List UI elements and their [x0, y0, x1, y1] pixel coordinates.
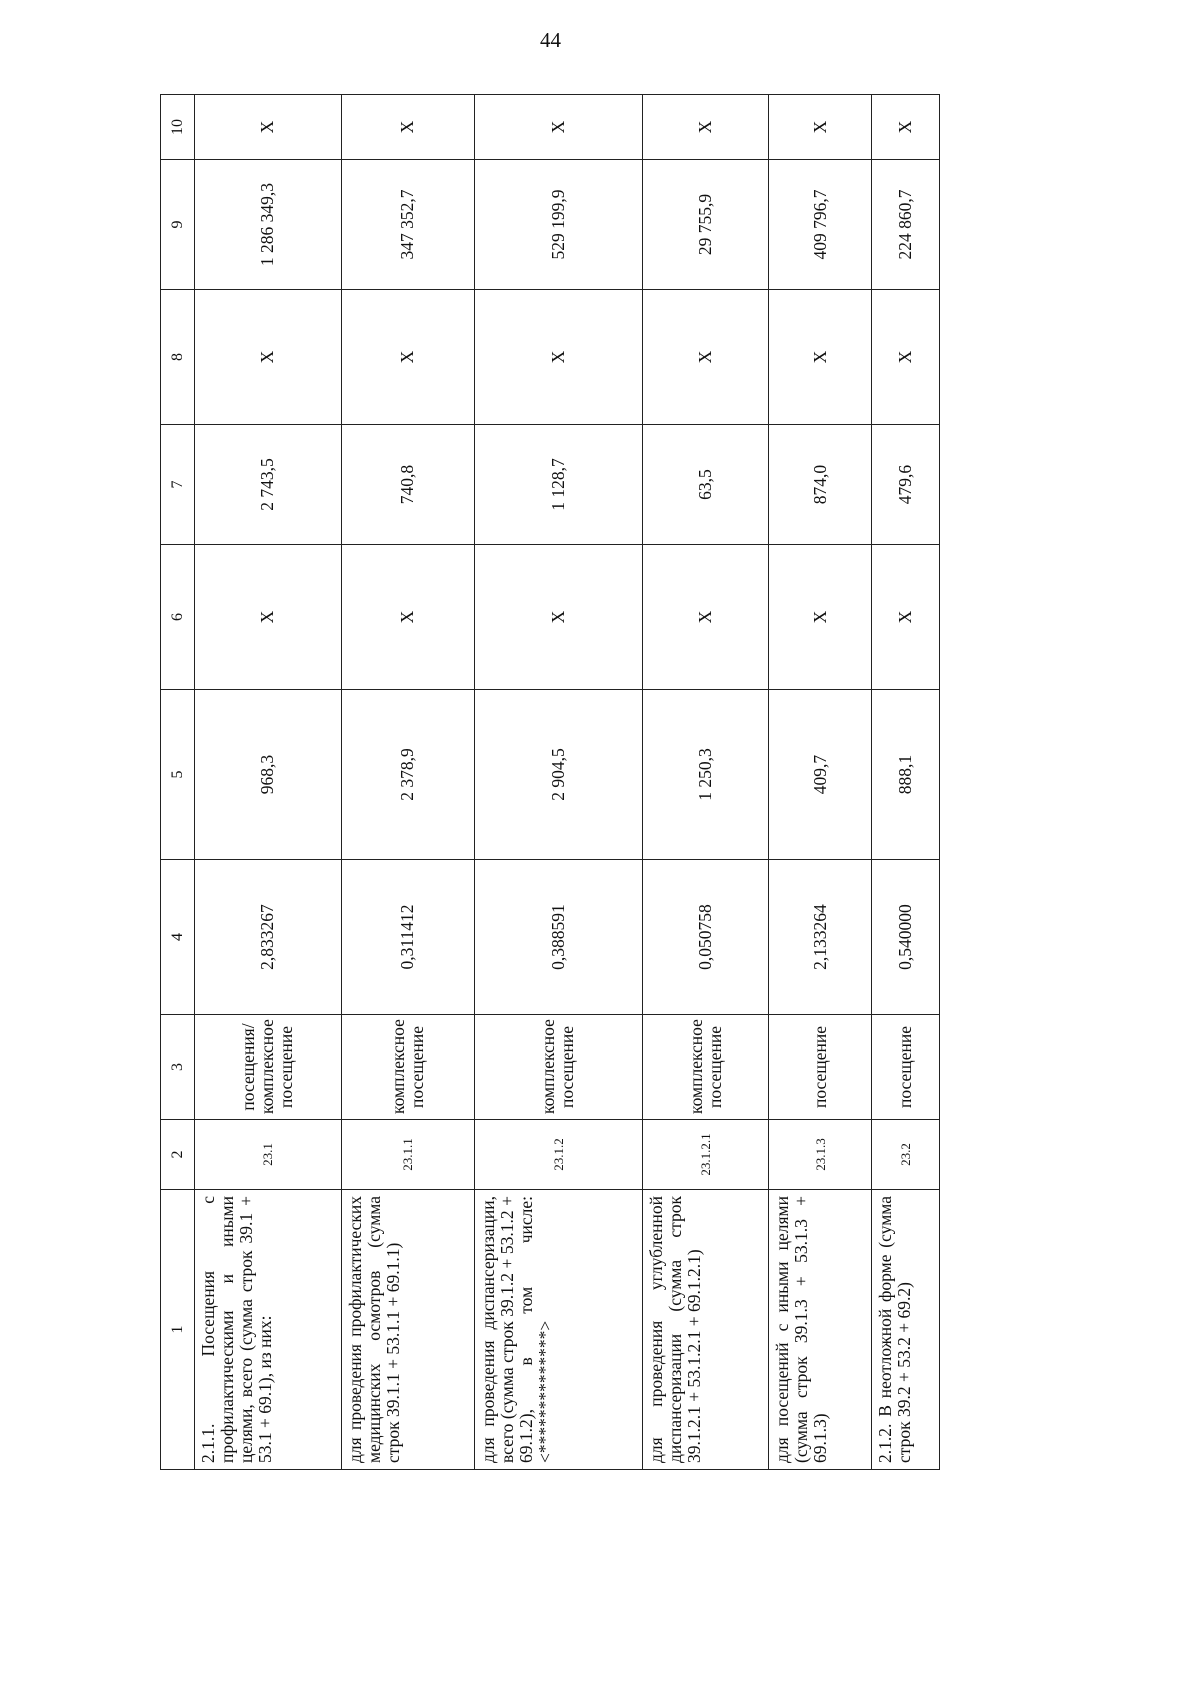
table-cell: 1 286 349,3 [194, 159, 342, 290]
table-row: для проведения профилактических медицинс… [341, 94, 475, 1470]
table-row: 2.1.2. В неотложной форме (сумма строк 3… [871, 94, 940, 1470]
table-cell: 23.1.2 [474, 1119, 643, 1190]
table-cell: 63,5 [642, 424, 769, 545]
table-cell: для посещений с иными целями (сумма стро… [768, 1189, 872, 1470]
table-cell: X [474, 94, 643, 160]
table-cell: 2,133264 [768, 859, 872, 1015]
table-cell: 479,6 [871, 424, 940, 545]
table-cell: 23.1.1 [341, 1119, 475, 1190]
table-cell: 0,050758 [642, 859, 769, 1015]
table-row: для посещений с иными целями (сумма стро… [768, 94, 872, 1470]
table-cell: 409,7 [768, 689, 872, 860]
table-cell: посещения/ комплексное посещение [194, 1014, 342, 1120]
table-cell: 0,388591 [474, 859, 643, 1015]
table-cell: X [194, 94, 342, 160]
data-table: 1 2 3 4 5 6 7 8 9 10 2.1.1. Посещения с профилакти… [160, 94, 940, 1470]
table-cell: 23.1 [194, 1119, 342, 1190]
column-number: 6 [160, 544, 195, 690]
column-number: 4 [160, 859, 195, 1015]
table-cell: X [474, 289, 643, 425]
table-cell: X [768, 289, 872, 425]
table-row: 2.1.1. Посещения с профилактическими и и… [194, 94, 342, 1470]
table-cell: X [642, 544, 769, 690]
table-row: для проведения диспансеризации, всего (с… [474, 94, 643, 1470]
table-cell: X [194, 544, 342, 690]
table-cell: X [474, 544, 643, 690]
table-cell: X [871, 544, 940, 690]
table-cell: 2.1.2. В неотложной форме (сумма строк 3… [871, 1189, 940, 1470]
table-cell: 529 199,9 [474, 159, 643, 290]
column-number: 8 [160, 289, 195, 425]
page-number: 44 [540, 28, 561, 52]
table-cell: 1 128,7 [474, 424, 643, 545]
table-cell: 23.1.2.1 [642, 1119, 769, 1190]
table-cell: 740,8 [341, 424, 475, 545]
table-cell: 0,311412 [341, 859, 475, 1015]
table-cell: 2 904,5 [474, 689, 643, 860]
table-cell: 2 743,5 [194, 424, 342, 545]
table-cell: 347 352,7 [341, 159, 475, 290]
table-cell: 224 860,7 [871, 159, 940, 290]
table-cell: 874,0 [768, 424, 872, 545]
column-number: 3 [160, 1014, 195, 1120]
table-cell: для проведения углубленной диспансеризац… [642, 1189, 769, 1470]
table-cell: 2 378,9 [341, 689, 475, 860]
table-cell: 1 250,3 [642, 689, 769, 860]
table-cell: комплексное посещение [642, 1014, 769, 1120]
table-cell: 0,540000 [871, 859, 940, 1015]
table-cell: 888,1 [871, 689, 940, 860]
table-cell: 968,3 [194, 689, 342, 860]
column-number: 10 [160, 94, 195, 160]
table-cell: посещение [768, 1014, 872, 1120]
table-cell: X [642, 94, 769, 160]
table-cell: X [341, 289, 475, 425]
table-row: для проведения углубленной диспансеризац… [642, 94, 769, 1470]
table-cell: X [871, 289, 940, 425]
table-cell: 409 796,7 [768, 159, 872, 290]
column-number: 1 [160, 1189, 195, 1470]
header-row: 1 2 3 4 5 6 7 8 9 10 [160, 94, 195, 1470]
table-cell: 23.1.3 [768, 1119, 872, 1190]
table-cell: для проведения диспансеризации, всего (с… [474, 1189, 643, 1470]
column-number: 9 [160, 159, 195, 290]
table-cell: X [768, 94, 872, 160]
table-cell: X [642, 289, 769, 425]
table-cell: посещение [871, 1014, 940, 1120]
rotated-table-container: 1 2 3 4 5 6 7 8 9 10 2.1.1. Посещения с профилакти… [160, 94, 940, 1470]
table-cell: комплексное посещение [474, 1014, 643, 1120]
column-number: 2 [160, 1119, 195, 1190]
table-cell: для проведения профилактических медицинс… [341, 1189, 475, 1470]
table-cell: X [341, 94, 475, 160]
table-cell: X [341, 544, 475, 690]
table-cell: 2,833267 [194, 859, 342, 1015]
table-cell: 2.1.1. Посещения с профилактическими и и… [194, 1189, 342, 1470]
column-number: 7 [160, 424, 195, 545]
table-cell: 23.2 [871, 1119, 940, 1190]
table-cell: X [194, 289, 342, 425]
table-cell: комплексное посещение [341, 1014, 475, 1120]
table-cell: X [768, 544, 872, 690]
column-number: 5 [160, 689, 195, 860]
table-cell: X [871, 94, 940, 160]
table-cell: 29 755,9 [642, 159, 769, 290]
